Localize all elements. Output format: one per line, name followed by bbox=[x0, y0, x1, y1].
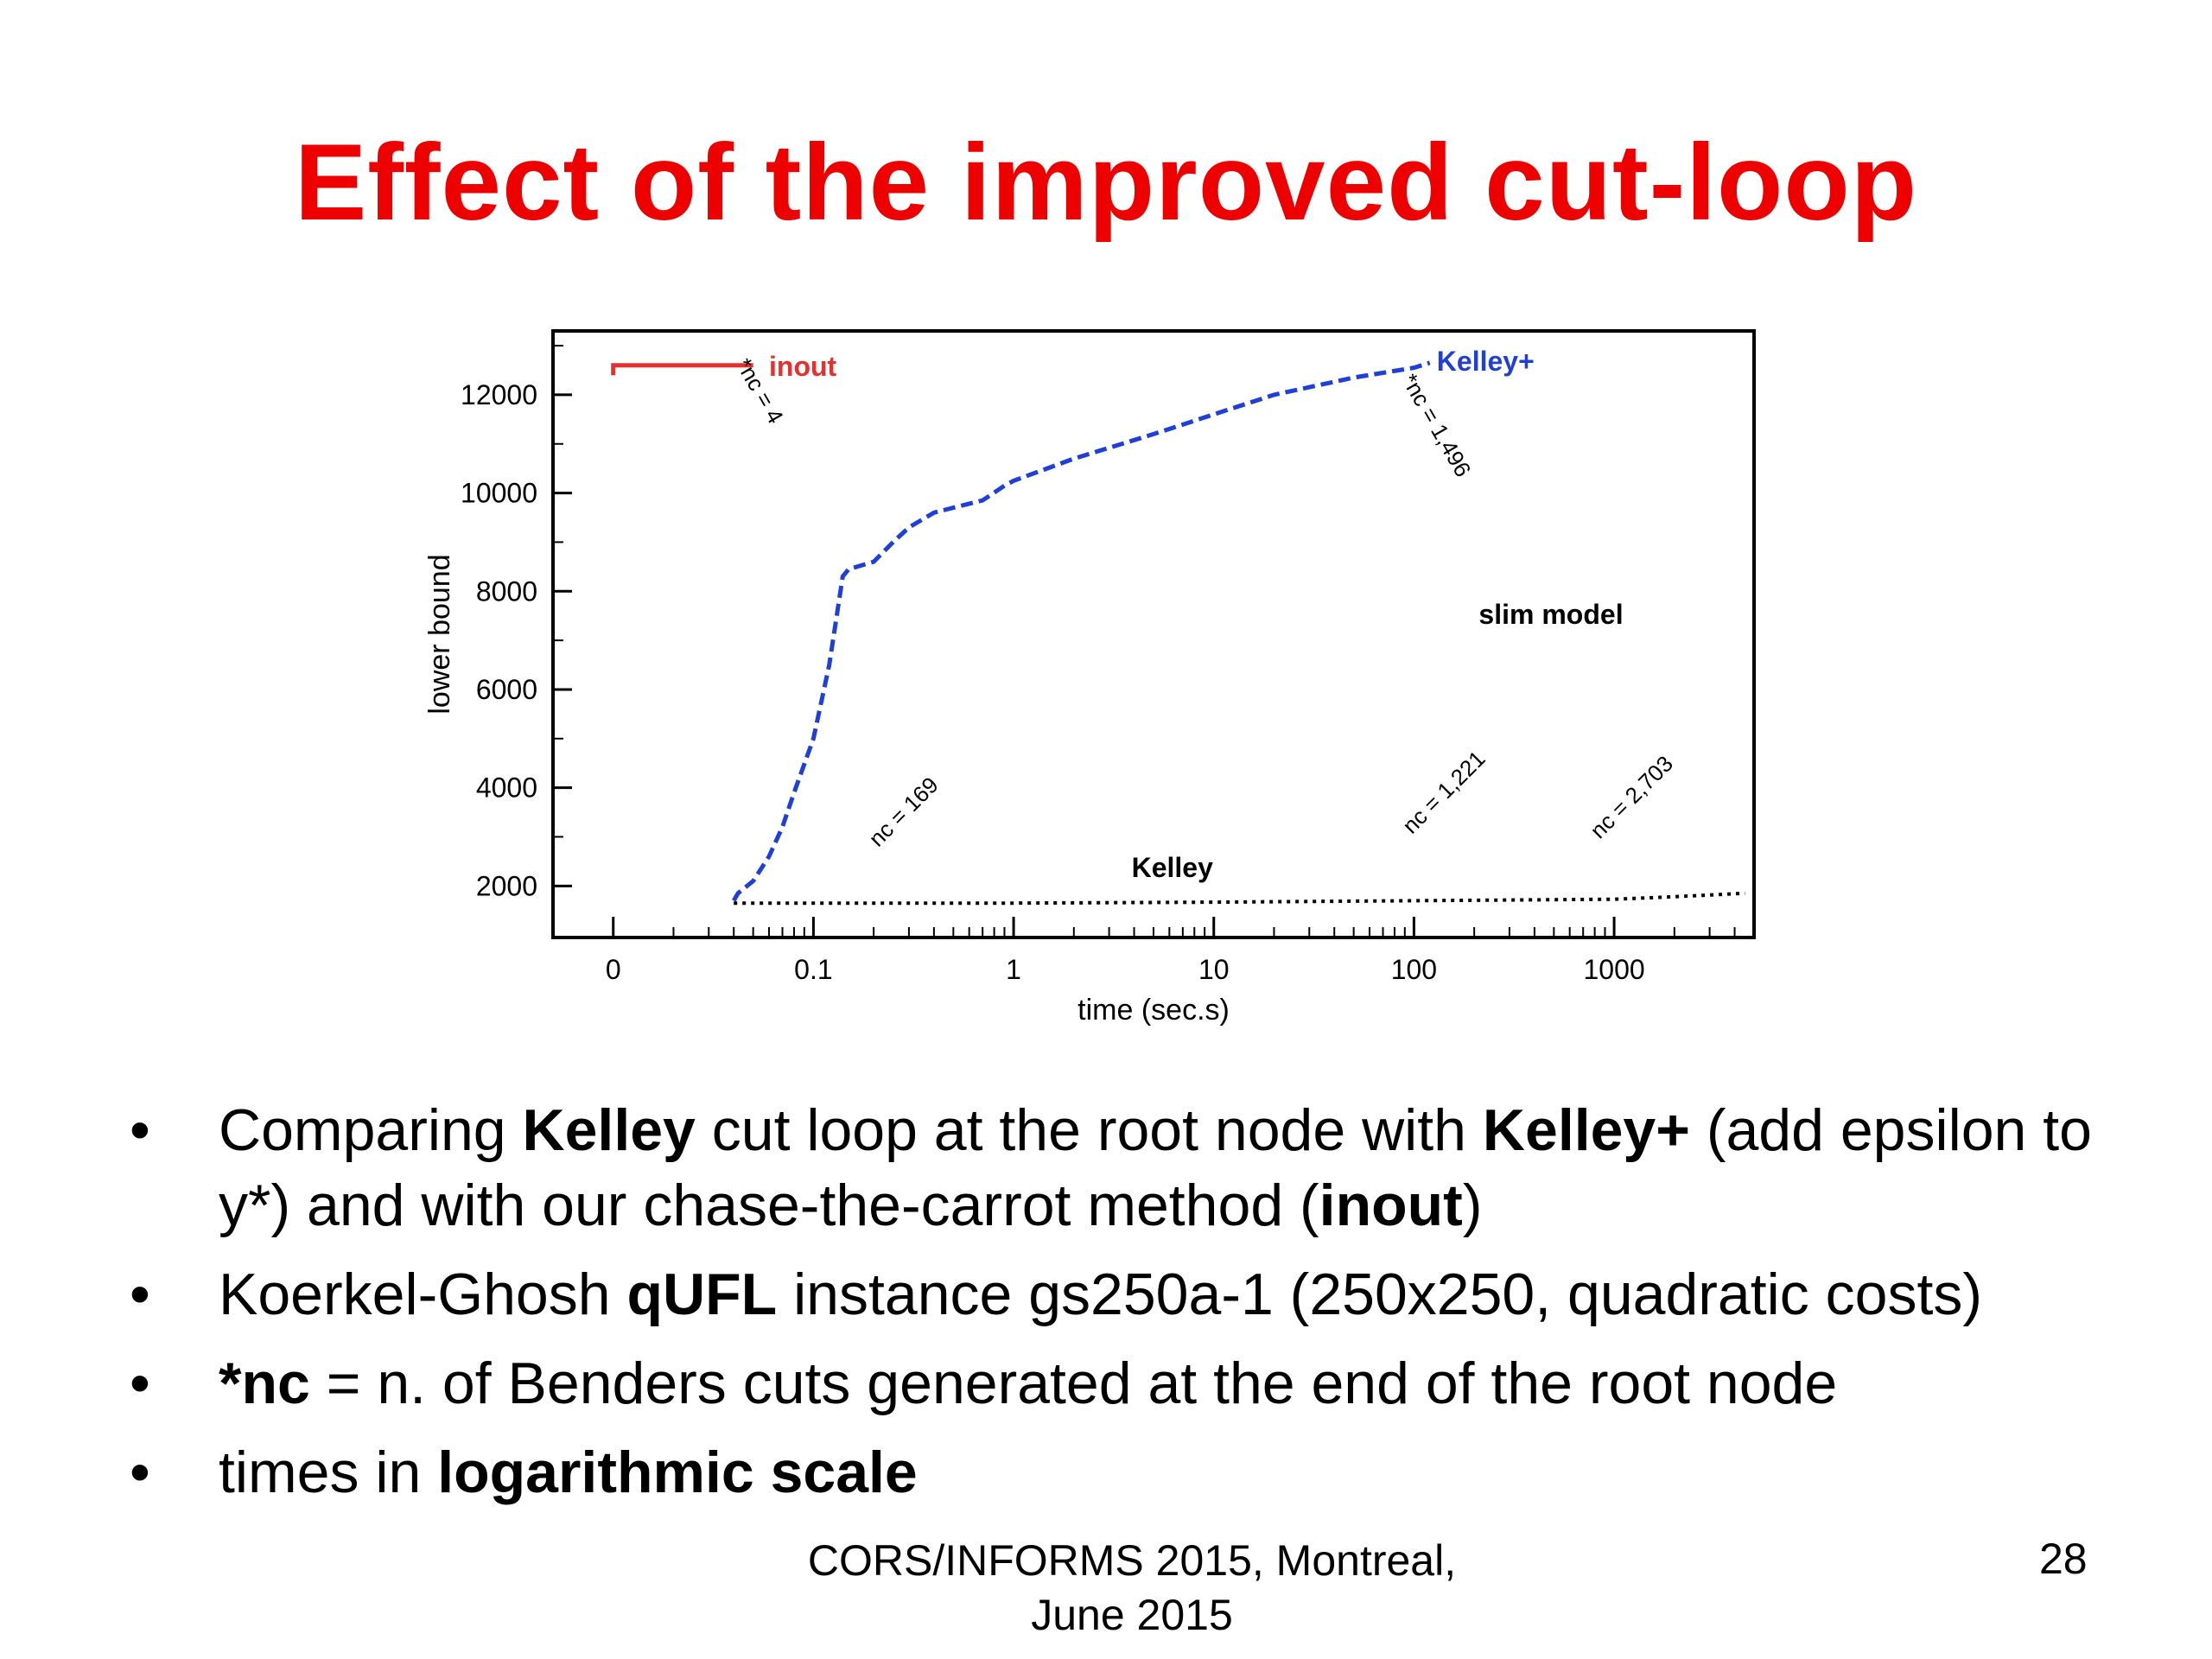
bullet-bold-text: qUFL bbox=[626, 1262, 778, 1328]
bullet-bold-text: Kelley+ bbox=[1482, 1097, 1690, 1163]
bullet-text: times in bbox=[219, 1440, 438, 1506]
bullet-text: instance gs250a-1 (250x250, quadratic co… bbox=[777, 1262, 1983, 1328]
footer-line-1: CORS/INFORMS 2015, Montreal, bbox=[807, 1536, 1457, 1585]
bullet-text: cut loop at the root node with bbox=[695, 1097, 1483, 1163]
bullet-item: • times in logarithmic scale bbox=[130, 1435, 2117, 1510]
footer-line-2: June 2015 bbox=[1031, 1590, 1233, 1639]
bullet-item: • Koerkel-Ghosh qUFL instance gs250a-1 (2… bbox=[130, 1257, 2117, 1332]
nc-annotation: nc = 1,221 bbox=[1397, 746, 1491, 839]
y-tick-label: 4000 bbox=[476, 772, 537, 804]
bullet-list: • Comparing Kelley cut loop at the root n… bbox=[130, 1093, 2117, 1524]
bullet-text: Koerkel-Ghosh bbox=[219, 1262, 627, 1328]
series-line-inout bbox=[611, 363, 753, 376]
lower-bound-chart: 2000 4000 6000 8000 10000 12000 0 0.1 1 10 100 100… bbox=[423, 329, 1756, 1027]
bullet-dot-icon: • bbox=[130, 1262, 150, 1328]
bullet-item: • Comparing Kelley cut loop at the root n… bbox=[130, 1093, 2117, 1243]
y-tick-label: 10000 bbox=[461, 478, 537, 509]
series-label: inout bbox=[769, 351, 837, 382]
x-tick-label: 10 bbox=[1198, 954, 1230, 985]
nc-annotation: nc = 2,703 bbox=[1585, 751, 1678, 844]
bullet-text: ) bbox=[1462, 1173, 1483, 1239]
series-line-kelley bbox=[732, 360, 1431, 902]
footer: CORS/INFORMS 2015, Montreal, June 2015 bbox=[726, 1534, 1538, 1642]
bullet-dot-icon: • bbox=[130, 1351, 150, 1417]
x-axis-label: time (sec.s) bbox=[1077, 994, 1230, 1027]
bullet-bold-text: logarithmic scale bbox=[437, 1440, 918, 1506]
slim-model-label: slim model bbox=[1478, 599, 1623, 630]
series-label: Kelley bbox=[1132, 852, 1213, 883]
bullet-bold-text: Kelley bbox=[522, 1097, 696, 1163]
series-label: Kelley+ bbox=[1437, 346, 1535, 377]
nc-annotation: nc = 169 bbox=[863, 772, 943, 851]
y-tick-label: 8000 bbox=[476, 575, 537, 607]
x-tick-label: 1000 bbox=[1583, 954, 1644, 985]
nc-annotation: *nc = 1,496 bbox=[1396, 369, 1476, 481]
bullet-bold-text: *nc bbox=[219, 1351, 310, 1417]
bullet-dot-icon: • bbox=[130, 1440, 150, 1506]
y-tick-label: 12000 bbox=[461, 379, 537, 410]
y-axis-label: lower bound bbox=[423, 554, 456, 714]
bullet-text: = n. of Benders cuts generated at the en… bbox=[309, 1351, 1838, 1417]
series-line-kelley bbox=[734, 891, 1745, 906]
x-tick-label: 0.1 bbox=[794, 954, 832, 985]
plot-frame bbox=[551, 329, 1756, 939]
bullet-item: • *nc = n. of Benders cuts generated at t… bbox=[130, 1346, 2117, 1421]
y-tick-label: 6000 bbox=[476, 674, 537, 705]
x-tick-label: 0 bbox=[606, 954, 621, 985]
page-number: 28 bbox=[2039, 1535, 2088, 1583]
bullet-dot-icon: • bbox=[130, 1097, 150, 1163]
bullet-text: (add epsilon to y*) and with our chase-t… bbox=[219, 1097, 2092, 1239]
x-tick-label: 1 bbox=[1006, 954, 1021, 985]
bullet-bold-text: inout bbox=[1319, 1173, 1463, 1239]
y-tick-label: 2000 bbox=[476, 870, 537, 901]
bullet-text: Comparing bbox=[219, 1097, 523, 1163]
x-tick-label: 100 bbox=[1391, 954, 1437, 985]
slide-title: Effect of the improved cut-loop bbox=[294, 123, 1918, 243]
